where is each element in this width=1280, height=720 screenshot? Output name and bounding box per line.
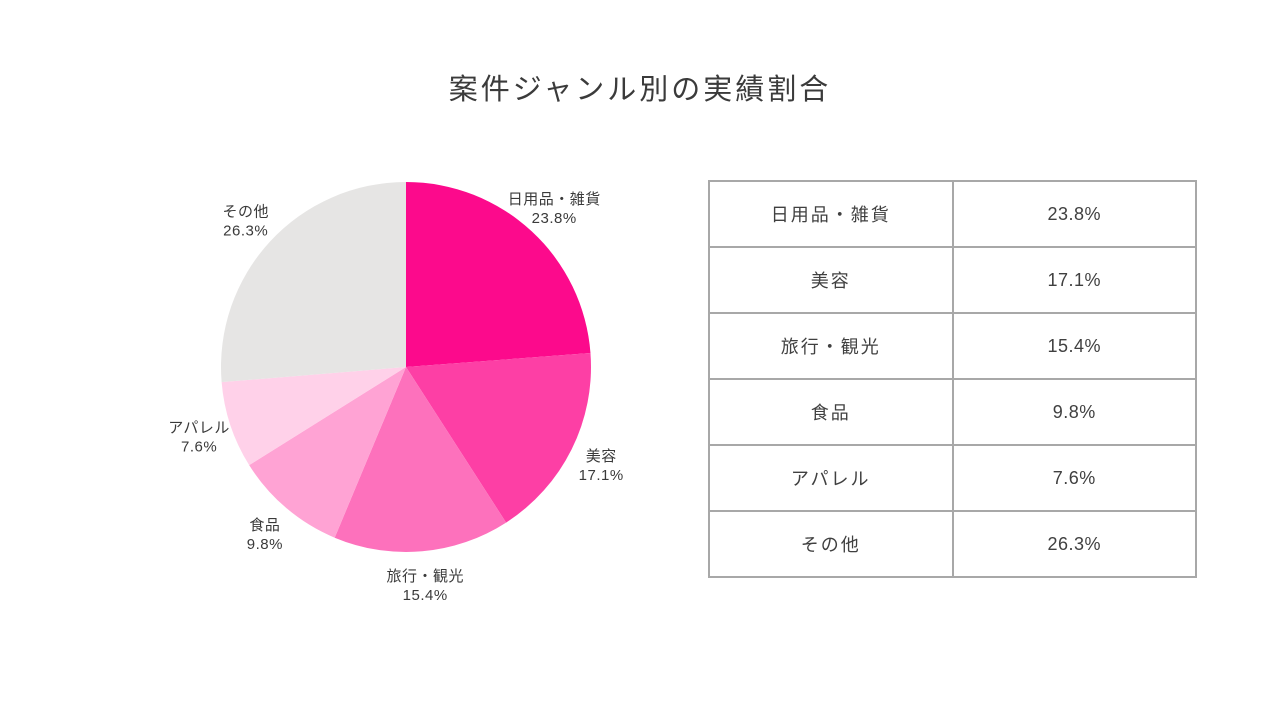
pie-label-value: 9.8% xyxy=(247,536,283,553)
pie-label-value: 7.6% xyxy=(181,439,217,456)
pie-label-value: 26.3% xyxy=(223,222,268,239)
table-cell-label: 美容 xyxy=(708,246,954,314)
table-cell-value: 15.4% xyxy=(951,312,1197,380)
table-row: アパレル 7.6% xyxy=(708,444,1197,512)
table-cell-label: 食品 xyxy=(708,378,954,446)
pie-label-name: 日用品・雑貨 xyxy=(508,191,601,208)
genre-share-table: 日用品・雑貨 23.8% 美容 17.1% 旅行・観光 15.4% 食品 9.8% アパレル 7.… xyxy=(708,180,1197,578)
table-cell-value: 26.3% xyxy=(951,510,1197,578)
pie-label-value: 15.4% xyxy=(403,587,448,604)
pie-label-name: 食品 xyxy=(249,517,280,534)
table-cell-value: 23.8% xyxy=(951,180,1197,248)
table-row: 美容 17.1% xyxy=(708,246,1197,314)
table-cell-label: その他 xyxy=(708,510,954,578)
pie-slice-6 xyxy=(221,182,406,383)
table-cell-value: 9.8% xyxy=(951,378,1197,446)
table-row: 旅行・観光 15.4% xyxy=(708,312,1197,380)
pie-label-value: 23.8% xyxy=(532,210,577,227)
pie-slice-5 xyxy=(221,367,406,466)
table-cell-value: 7.6% xyxy=(951,444,1197,512)
table-cell-label: 旅行・観光 xyxy=(708,312,954,380)
table-cell-label: アパレル xyxy=(708,444,954,512)
table-cell-label: 日用品・雑貨 xyxy=(708,180,954,248)
pie-slice-2 xyxy=(406,353,591,523)
table-row: 日用品・雑貨 23.8% xyxy=(708,180,1197,248)
page-title: 案件ジャンル別の実績割合 xyxy=(448,74,832,106)
pie-label-value: 17.1% xyxy=(579,467,624,484)
pie-slice-4 xyxy=(249,367,406,538)
table-cell-value: 17.1% xyxy=(951,246,1197,314)
pie-label-name: 旅行・観光 xyxy=(386,568,464,585)
pie-slice-3 xyxy=(334,367,507,552)
pie-label-name: その他 xyxy=(222,203,269,220)
pie-slice-1 xyxy=(406,182,591,367)
pie-label-name: 美容 xyxy=(586,448,617,465)
table-row: その他 26.3% xyxy=(708,510,1197,578)
pie-label-name: アパレル xyxy=(168,420,230,437)
table-row: 食品 9.8% xyxy=(708,378,1197,446)
